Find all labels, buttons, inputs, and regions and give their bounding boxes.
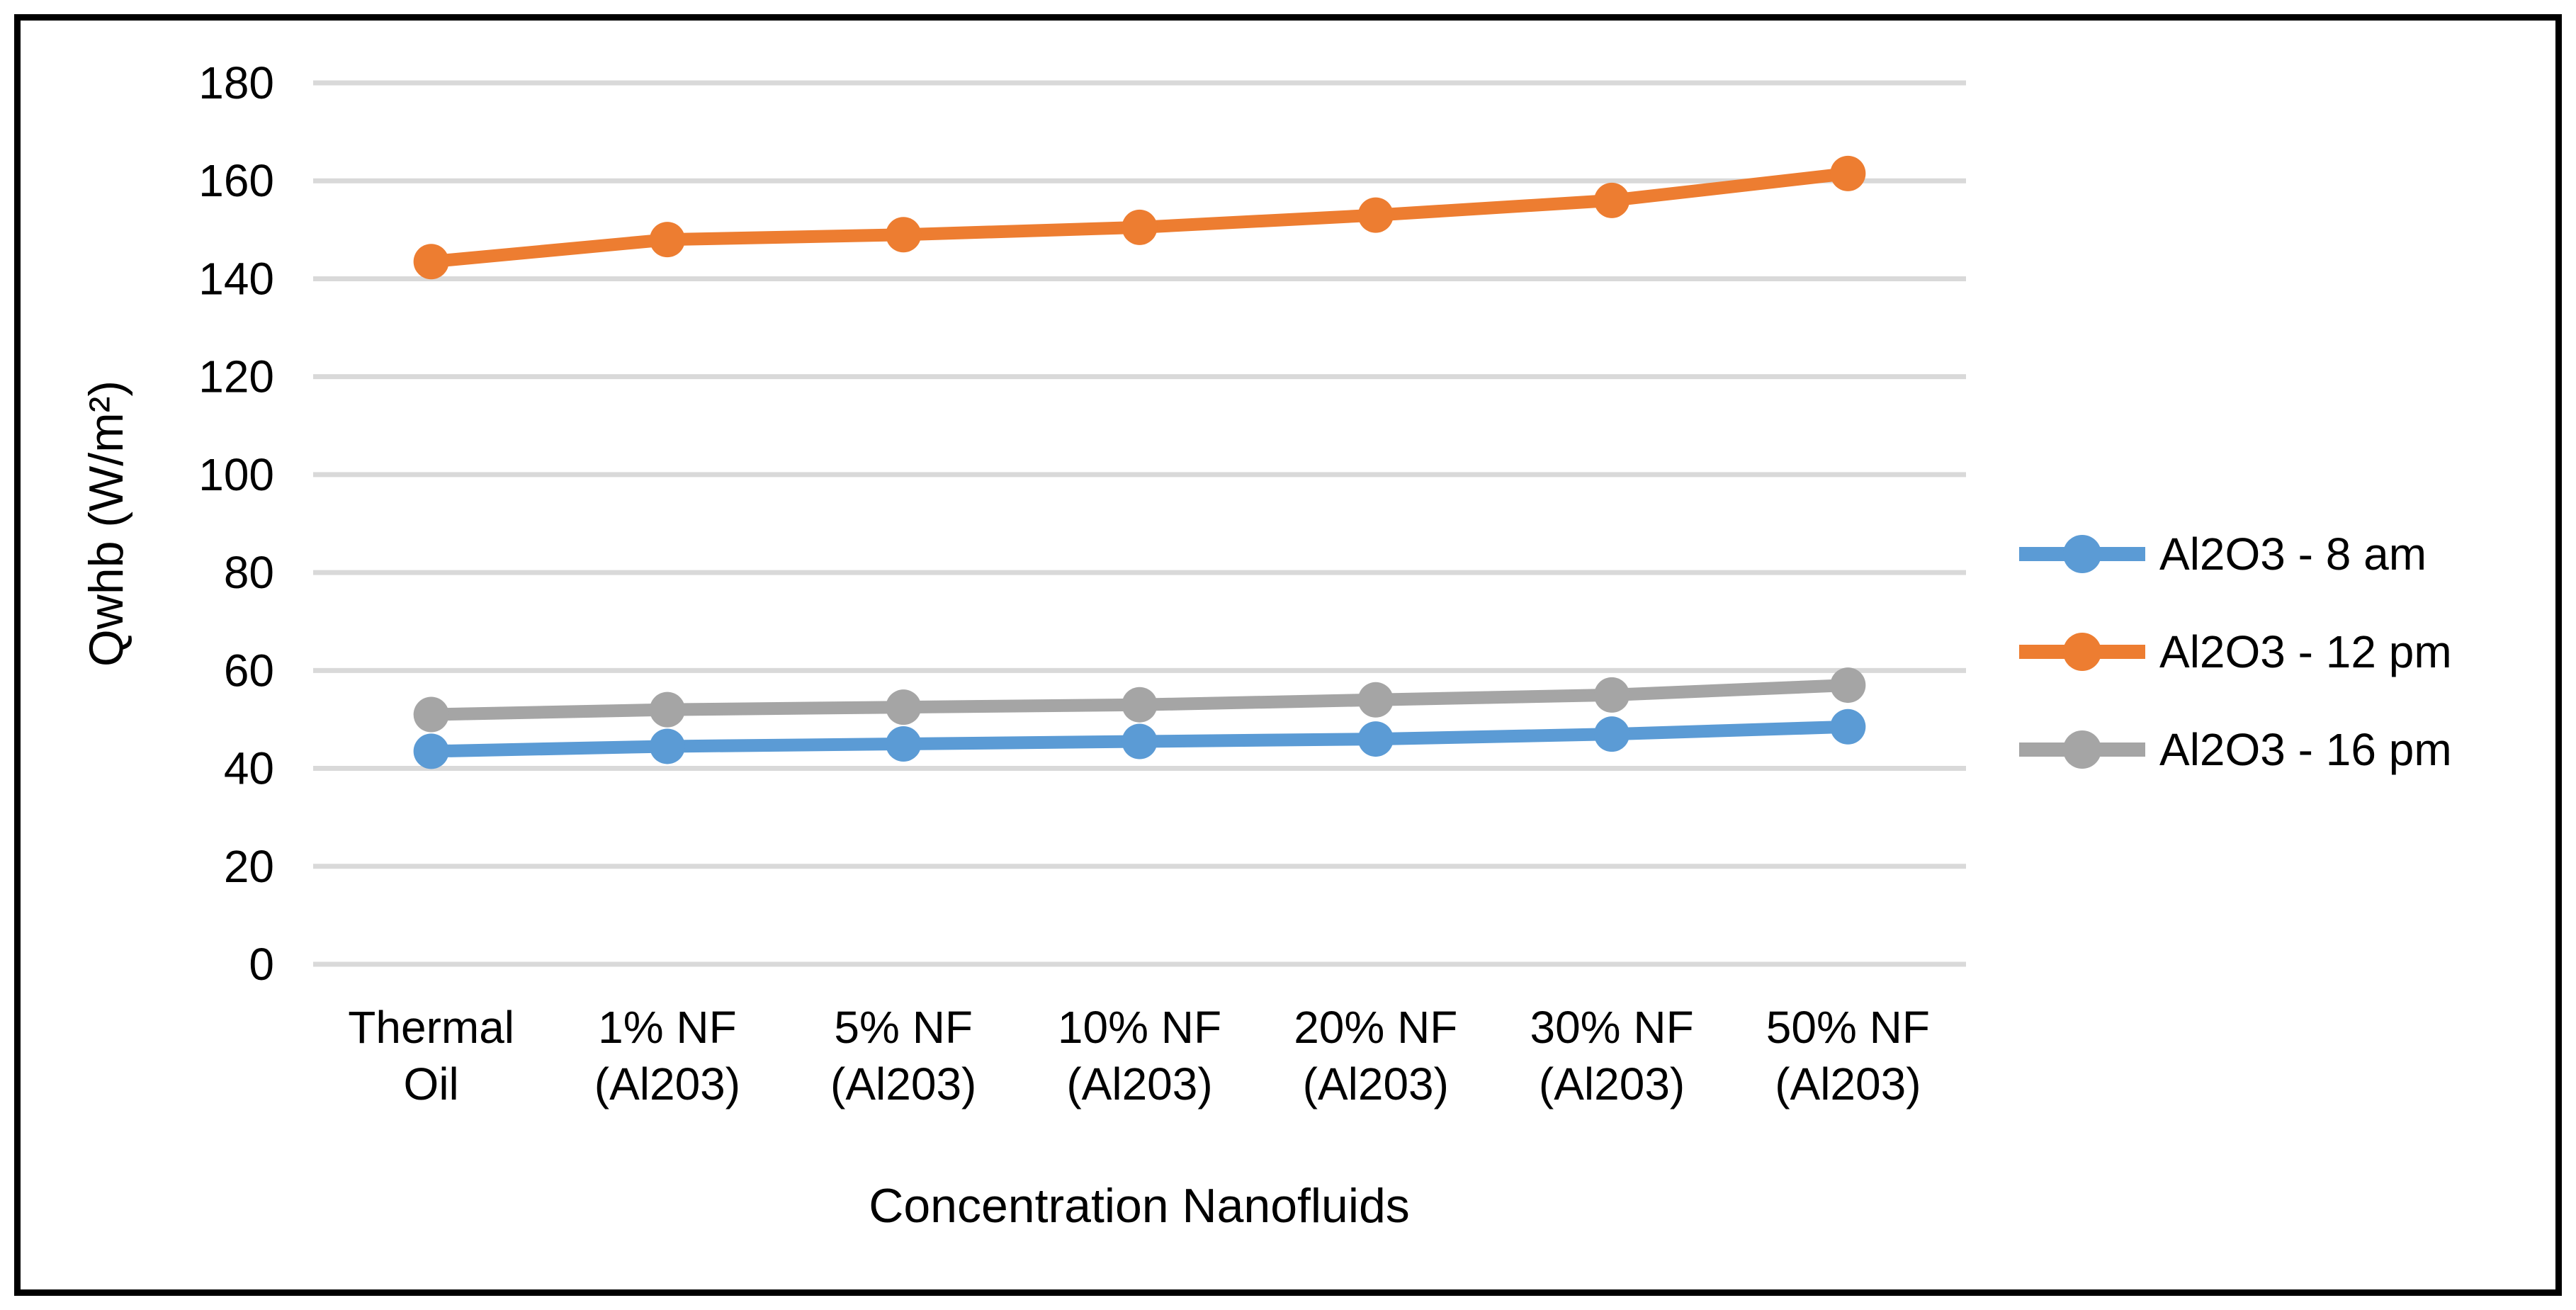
data-point-marker [886,726,922,762]
x-tick-label: 1% NF (Al203) [594,1002,740,1109]
data-point-marker [649,691,685,728]
data-point-marker [1122,723,1158,760]
data-point-marker [886,217,922,253]
x-axis-title: Concentration Nanofluids [869,1179,1410,1233]
x-tick-label: 10% NF (Al203) [1058,1002,1221,1109]
data-point-marker [413,733,449,769]
legend-marker-icon [2063,535,2101,573]
data-point-marker [413,696,449,733]
y-tick-label: 80 [224,547,274,598]
y-tick-label: 120 [198,351,274,402]
data-point-marker [1357,197,1394,233]
legend-marker-icon [2063,633,2101,671]
data-point-marker [1594,677,1630,713]
legend-label: Al2O3 - 12 pm [2159,626,2452,677]
data-point-marker [1830,667,1866,704]
data-point-marker [1122,209,1158,245]
y-tick-label: 100 [198,449,274,500]
y-tick-label: 140 [198,253,274,304]
x-tick-label: 50% NF (Al203) [1766,1002,1930,1109]
x-tick-label: Thermal Oil [348,1002,514,1109]
y-tick-label: 40 [224,743,274,794]
y-tick-label: 0 [249,939,274,990]
data-point-marker [1830,155,1866,191]
data-point-marker [1357,721,1394,757]
y-tick-label: 60 [224,645,274,696]
data-point-marker [649,728,685,764]
y-tick-label: 160 [198,155,274,206]
data-point-marker [1122,687,1158,723]
data-point-marker [649,222,685,258]
y-axis-title: Qwhb (W/m²) [79,380,133,667]
legend-label: Al2O3 - 16 pm [2159,724,2452,775]
data-point-marker [1594,716,1630,752]
y-tick-label: 20 [224,841,274,892]
legend-label: Al2O3 - 8 am [2159,529,2427,580]
legend-marker-icon [2063,730,2101,769]
chart-border [14,14,2562,1296]
data-point-marker [413,244,449,280]
x-tick-label: 5% NF (Al203) [830,1002,976,1109]
y-tick-label: 180 [198,57,274,108]
data-point-marker [1594,182,1630,218]
x-tick-label: 30% NF (Al203) [1530,1002,1693,1109]
data-point-marker [1830,708,1866,745]
data-point-marker [886,689,922,725]
x-tick-label: 20% NF (Al203) [1294,1002,1457,1109]
data-point-marker [1357,682,1394,718]
